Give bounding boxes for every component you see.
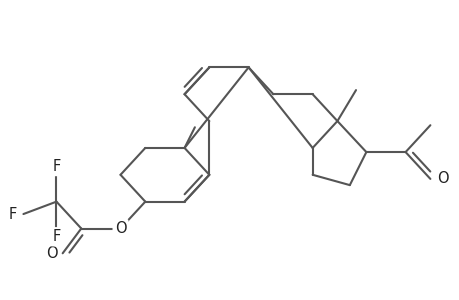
Text: F: F [52,229,61,244]
Text: O: O [436,171,448,186]
Text: O: O [114,221,126,236]
Text: O: O [46,246,58,261]
Text: F: F [9,206,17,221]
Text: F: F [52,159,61,174]
